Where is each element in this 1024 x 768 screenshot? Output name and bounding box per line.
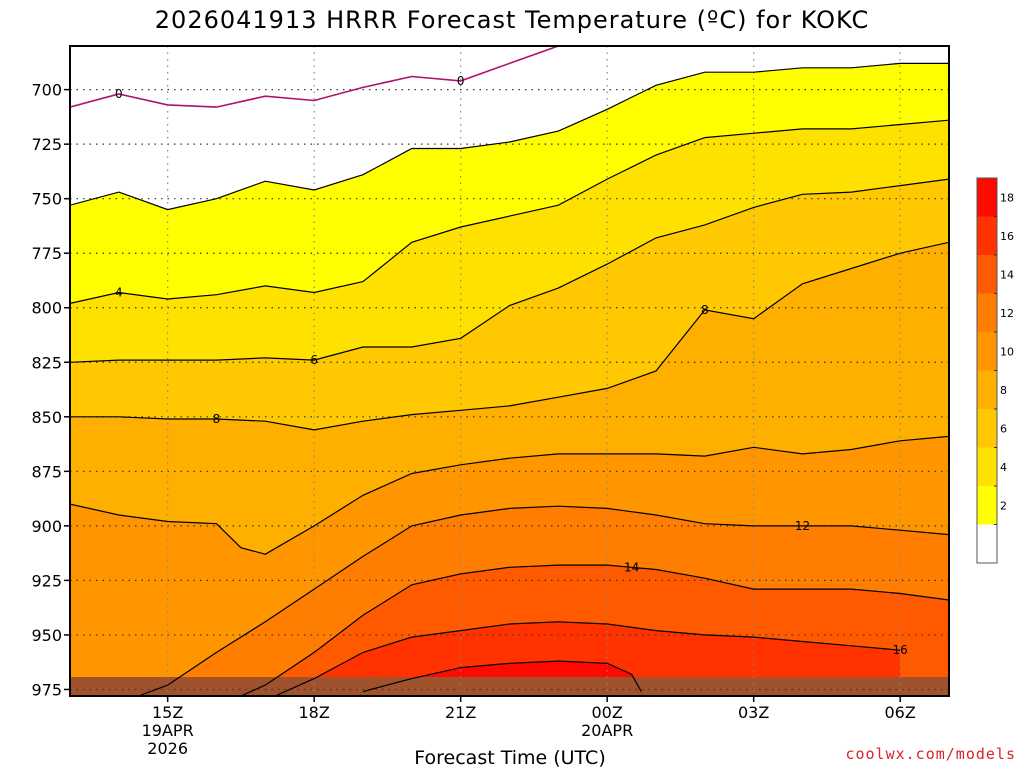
y-tick-label: 825 xyxy=(31,353,62,372)
y-tick-label: 925 xyxy=(31,571,62,590)
colorbar-swatch xyxy=(977,178,997,217)
isotherm-18 xyxy=(362,660,642,693)
colorbar-label: 2 xyxy=(1000,499,1007,512)
colorbar-label: 16 xyxy=(1000,230,1014,243)
x-tick-label: 00Z xyxy=(592,703,623,722)
gridlines xyxy=(70,46,949,696)
isotherm-10 xyxy=(70,435,949,555)
y-tick-label: 950 xyxy=(31,626,62,645)
isotherm-label-8: 8 xyxy=(701,303,709,317)
colorbar-swatch xyxy=(977,486,997,525)
isotherm-label-8: 8 xyxy=(213,412,221,426)
colorbar-swatch xyxy=(977,447,997,486)
isotherm-4 xyxy=(70,119,949,304)
plot-frame xyxy=(69,45,950,697)
y-tick-label: 850 xyxy=(31,408,62,427)
y-tick-label: 700 xyxy=(31,81,62,100)
x-tick-sublabel: 20APR xyxy=(581,721,633,740)
colorbar-swatch xyxy=(977,332,997,371)
svg-text:6: 6 xyxy=(310,353,318,367)
x-tick-label: 21Z xyxy=(445,703,476,722)
colorbar-swatch xyxy=(977,370,997,409)
svg-text:0: 0 xyxy=(115,87,123,101)
isotherm-16 xyxy=(274,621,901,696)
isotherm-label-12: 12 xyxy=(795,519,810,533)
isotherm-label-0: 0 xyxy=(457,74,465,88)
isotherm-label-0: 0 xyxy=(115,87,123,101)
isotherm-label-14: 14 xyxy=(624,560,639,574)
colorbar-label: 10 xyxy=(1000,345,1014,358)
x-tick-label: 03Z xyxy=(738,703,769,722)
isotherm-0 xyxy=(70,46,559,108)
colorbar-label: 6 xyxy=(1000,422,1007,435)
x-tick-sublabel: 2026 xyxy=(147,739,188,758)
y-tick-label: 875 xyxy=(31,462,62,481)
y-tick-label: 975 xyxy=(31,680,62,699)
colorbar-swatch xyxy=(977,293,997,332)
isotherm-label-6: 6 xyxy=(310,353,318,367)
svg-text:4: 4 xyxy=(115,285,123,299)
colorbar: 2 4 6 8 10 12 14 16 18 xyxy=(976,177,1014,564)
isotherm-2 xyxy=(70,62,949,211)
colorbar-label: 4 xyxy=(1000,461,1007,474)
y-tick-label: 750 xyxy=(31,190,62,209)
isotherm-14 xyxy=(240,564,949,696)
svg-text:14: 14 xyxy=(624,560,639,574)
credit-text: coolwx.com/models xyxy=(845,745,1016,763)
colorbar-swatch xyxy=(977,409,997,448)
isotherm-label-4: 4 xyxy=(115,285,123,299)
isotherm-label-16: 16 xyxy=(893,643,908,657)
isotherm-lines xyxy=(70,46,949,696)
y-axis: 700 725 750 775 800 825 850 875 900 925 950 975 xyxy=(31,81,70,699)
x-tick-label: 18Z xyxy=(299,703,330,722)
x-tick-label: 06Z xyxy=(885,703,916,722)
ground-surface xyxy=(70,677,949,696)
colorbar-swatch xyxy=(977,216,997,255)
chart-title: 2026041913 HRRR Forecast Temperature (ºC… xyxy=(155,6,869,34)
svg-text:16: 16 xyxy=(893,643,908,657)
temperature-fill-bands xyxy=(70,46,949,696)
colorbar-swatch xyxy=(977,255,997,294)
svg-text:8: 8 xyxy=(213,412,221,426)
colorbar-label: 8 xyxy=(1000,384,1007,397)
svg-text:0: 0 xyxy=(457,74,465,88)
colorbar-swatch xyxy=(977,524,997,563)
x-axis-title: Forecast Time (UTC) xyxy=(414,747,605,768)
colorbar-label: 14 xyxy=(1000,268,1014,281)
isotherm-6 xyxy=(70,178,949,363)
isotherm-8 xyxy=(70,241,949,431)
isotherm-12 xyxy=(138,505,949,696)
x-tick-label: 15Z xyxy=(152,703,183,722)
y-tick-label: 800 xyxy=(31,299,62,318)
colorbar-label: 12 xyxy=(1000,307,1014,320)
isotherm-labels: 0 0 4 6 8 8 12 14 16 xyxy=(115,74,908,657)
svg-text:12: 12 xyxy=(795,519,810,533)
y-tick-label: 900 xyxy=(31,517,62,536)
colorbar-label: 18 xyxy=(1000,191,1014,204)
y-tick-label: 775 xyxy=(31,244,62,263)
x-tick-sublabel: 19APR xyxy=(142,721,194,740)
y-tick-label: 725 xyxy=(31,135,62,154)
svg-text:8: 8 xyxy=(701,303,709,317)
